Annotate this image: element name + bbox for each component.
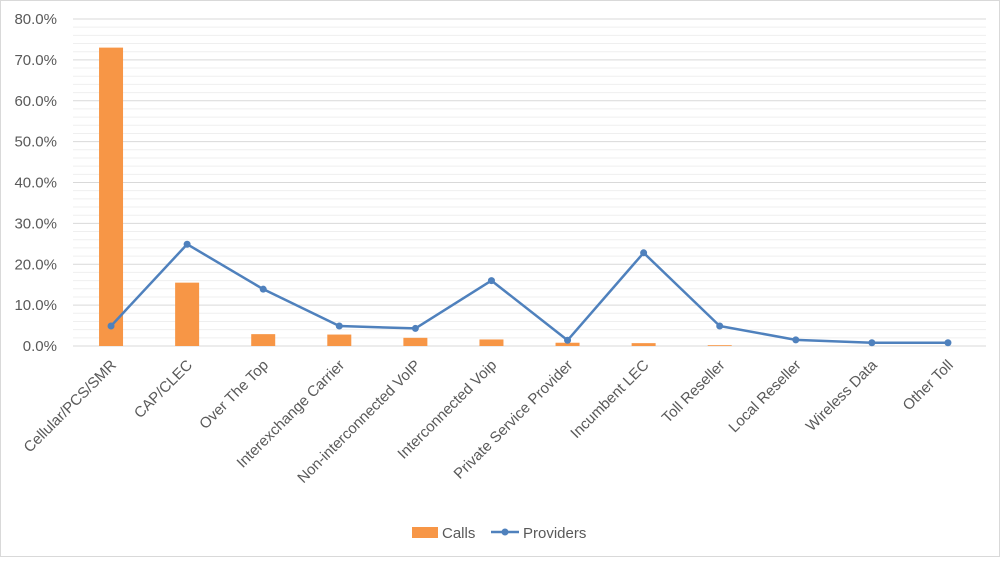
x-tick-label: Local Reseller [725,357,804,436]
legend: Calls Providers [412,525,586,542]
y-tick-label: 0.0% [23,338,57,355]
y-tick-label: 50.0% [14,134,57,151]
calls-bars [99,47,732,347]
x-tick-label: Wireless Data [803,356,881,434]
legend-providers-marker [501,528,509,536]
calls-bar [631,343,656,346]
x-tick-label: Over The Top [196,357,272,433]
y-tick-label: 10.0% [14,297,57,314]
y-tick-label: 40.0% [14,175,57,192]
providers-polyline [110,242,948,344]
providers-point [259,285,267,293]
calls-bar [251,334,276,346]
providers-point [183,240,191,248]
providers-point [640,249,648,257]
y-tick-label: 80.0% [14,11,57,28]
calls-bar [99,47,124,347]
providers-point [716,322,724,330]
x-tick-label: Incumbent LEC [567,357,652,442]
calls-bar [707,345,732,346]
providers-line [107,240,952,347]
providers-point [411,324,419,332]
providers-point [944,339,952,347]
providers-point [868,339,876,347]
y-tick-label: 70.0% [14,52,57,69]
providers-point [487,277,495,285]
providers-point [792,336,800,344]
providers-point [107,322,115,330]
x-tick-label: Non-interconnected VoIP [294,357,424,487]
legend-calls-swatch [412,527,438,538]
x-tick-label: CAP/CLEC [131,357,196,422]
x-tick-label: Cellular/PCS/SMR [21,357,120,456]
legend-providers-label: Providers [523,525,586,542]
x-tick-label: Other Toll [900,357,957,414]
calls-bar [175,282,200,346]
legend-calls-label: Calls [442,525,475,542]
y-tick-label: 60.0% [14,93,57,110]
x-tick-label: Toll Reseller [659,357,729,427]
calls-bar [403,337,428,346]
providers-point [335,322,343,330]
calls-bar [555,342,580,346]
y-tick-label: 30.0% [14,215,57,232]
x-axis-ticks: Cellular/PCS/SMR CAP/CLEC Over The TopInte… [21,356,957,486]
y-axis-ticks: 0.0% 10.0% 20.0% 30.0% 40.0% 50.0% 60.0% 70.0% 8… [14,11,57,355]
providers-point [564,336,572,344]
y-tick-label: 20.0% [14,256,57,273]
calls-bar [479,339,504,346]
calls-bar [327,334,352,346]
gridlines [73,18,986,347]
